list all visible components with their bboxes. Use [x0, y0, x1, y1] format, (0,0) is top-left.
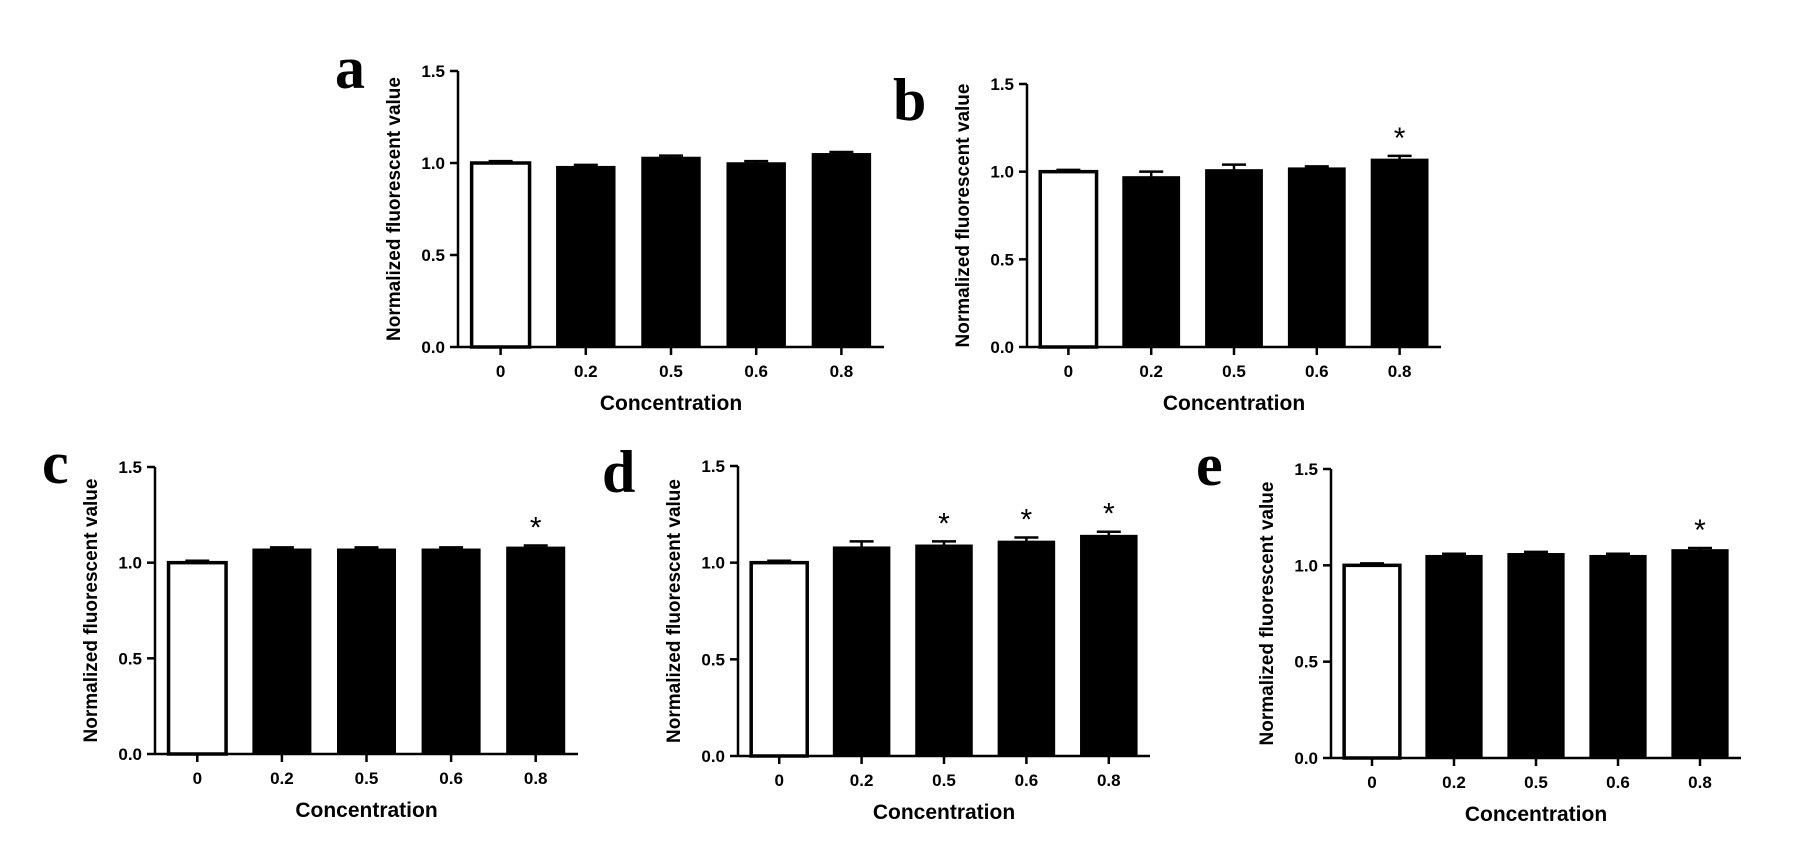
significance-mark: *	[1694, 514, 1706, 547]
bar	[832, 546, 891, 757]
x-tick-label: 0.2	[850, 771, 874, 790]
panel-letter: d	[602, 439, 635, 505]
bar	[749, 560, 809, 758]
bar	[1038, 169, 1099, 349]
y-axis-title: Normalized fluorescent value	[384, 77, 405, 341]
x-tick-label: 0.6	[744, 362, 768, 381]
x-tick-label: 0.2	[1442, 773, 1466, 792]
bar	[1425, 554, 1483, 759]
x-tick-label: 0.8	[830, 362, 854, 381]
x-tick-label: 0.6	[1606, 773, 1630, 792]
bar	[336, 548, 397, 755]
significance-mark: *	[530, 511, 542, 544]
y-tick-label: 0.5	[701, 650, 725, 669]
chart-panel-d: d 0.0 0.5 1.0 1.5 0 0.2 * 0.5 * 0.6 * 0.8 Concentrati…	[602, 439, 1150, 824]
x-tick-label: 0.5	[355, 769, 379, 788]
chart-panel-c: c 0.0 0.5 1.0 1.5 0 0.2 0.5 0.6 * 0.8 Concentration…	[42, 430, 578, 822]
bar	[556, 165, 616, 348]
y-tick-label: 0.5	[118, 649, 142, 668]
y-tick-label: 0.5	[421, 246, 445, 265]
x-axis-title: Concentration	[1465, 803, 1607, 826]
x-tick-label: 0	[774, 771, 783, 790]
chart-panel-e: e 0.0 0.5 1.0 1.5 0 0.2 0.5 0.6 * 0.8 Concentration…	[1196, 432, 1741, 826]
x-tick-label: 0.5	[659, 362, 683, 381]
y-axis-title: Normalized fluorescent value	[1257, 482, 1278, 746]
y-tick-label: 1.5	[421, 62, 445, 81]
y-tick-label: 0.0	[701, 747, 725, 766]
y-axis-title: Normalized fluorescent value	[953, 84, 974, 348]
x-tick-label: 0.6	[1015, 771, 1039, 790]
bar	[641, 156, 701, 348]
x-tick-label: 0.8	[524, 769, 548, 788]
y-tick-label: 0.5	[990, 250, 1014, 269]
y-tick-label: 0.0	[118, 745, 142, 764]
bar	[1205, 169, 1263, 348]
x-tick-label: 0.8	[1688, 773, 1712, 792]
bar	[1342, 563, 1402, 760]
chart-panel-b: b 0.0 0.5 1.0 1.5 0 0.2 0.5 0.6 * 0.8 Concentration…	[893, 67, 1441, 415]
y-tick-label: 0.5	[1294, 653, 1318, 672]
y-axis-title: Normalized fluorescent value	[81, 479, 102, 743]
bar	[1671, 549, 1729, 759]
bar	[166, 560, 228, 756]
panel-letter: c	[42, 430, 69, 496]
y-tick-label: 1.5	[701, 457, 725, 476]
bar	[997, 540, 1056, 757]
bar	[811, 153, 872, 348]
x-tick-label: 0.2	[1139, 362, 1163, 381]
y-tick-label: 1.0	[701, 554, 725, 573]
x-axis-title: Concentration	[600, 392, 742, 415]
x-tick-label: 0.5	[1524, 773, 1548, 792]
significance-mark: *	[938, 507, 950, 540]
x-tick-label: 0.5	[932, 771, 956, 790]
y-tick-label: 1.5	[118, 458, 142, 477]
y-axis-title: Normalized fluorescent value	[664, 479, 685, 743]
y-tick-label: 1.0	[1294, 556, 1318, 575]
bar	[1122, 176, 1181, 348]
bar	[1370, 158, 1429, 348]
y-tick-label: 1.5	[990, 75, 1014, 94]
x-axis-title: Concentration	[295, 799, 437, 822]
significance-mark: *	[1103, 498, 1115, 531]
bar	[421, 548, 481, 755]
x-tick-label: 0.5	[1222, 362, 1246, 381]
x-tick-label: 0	[1064, 362, 1073, 381]
x-tick-label: 0	[193, 769, 202, 788]
significance-mark: *	[1394, 122, 1406, 155]
y-tick-label: 0.0	[1294, 749, 1318, 768]
y-tick-label: 0.0	[990, 338, 1014, 357]
x-tick-label: 0.2	[270, 769, 294, 788]
bar	[1080, 534, 1138, 757]
bar	[252, 548, 312, 755]
x-tick-label: 0	[496, 362, 505, 381]
y-tick-label: 0.0	[421, 338, 445, 357]
panel-letter: a	[335, 35, 365, 101]
x-tick-label: 0.2	[574, 362, 598, 381]
significance-mark: *	[1021, 504, 1033, 537]
bar	[1287, 167, 1346, 348]
bar	[506, 546, 566, 755]
y-tick-label: 1.0	[421, 154, 445, 173]
bar	[1507, 553, 1565, 759]
bar	[1589, 554, 1647, 759]
x-tick-label: 0.6	[439, 769, 463, 788]
x-tick-label: 0.8	[1097, 771, 1121, 790]
x-tick-label: 0.8	[1388, 362, 1412, 381]
bar	[469, 161, 532, 349]
x-axis-title: Concentration	[873, 801, 1015, 824]
y-tick-label: 1.5	[1294, 460, 1318, 479]
bar	[915, 544, 973, 757]
bar	[726, 162, 786, 348]
chart-panel-a: a 0.0 0.5 1.0 1.5 0 0.2 0.5 0.6 0.8 Concentration N…	[335, 35, 884, 415]
panel-letter: b	[893, 67, 926, 133]
y-tick-label: 1.0	[118, 554, 142, 573]
x-axis-title: Concentration	[1163, 392, 1305, 415]
panel-letter: e	[1196, 432, 1223, 498]
x-tick-label: 0.6	[1305, 362, 1329, 381]
x-tick-label: 0	[1367, 773, 1376, 792]
y-tick-label: 1.0	[990, 163, 1014, 182]
